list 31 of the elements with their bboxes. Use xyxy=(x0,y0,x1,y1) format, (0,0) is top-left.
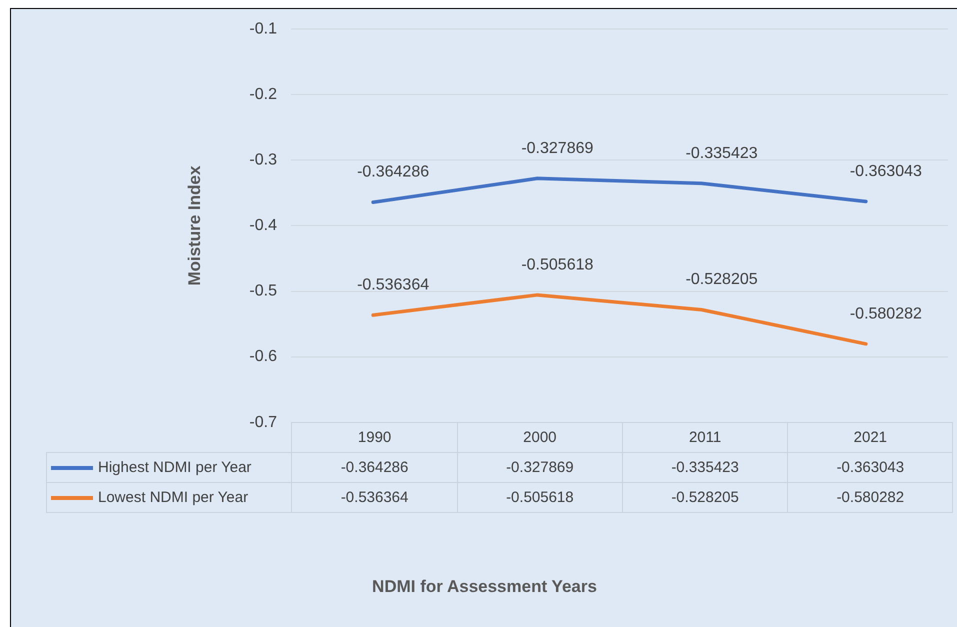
y-tick-label: -0.1 xyxy=(249,20,278,38)
data-label: -0.580282 xyxy=(788,482,953,513)
annotation: -0.528205 xyxy=(686,271,758,288)
y-tick-label: -0.6 xyxy=(249,348,278,366)
data-label: -0.364286 xyxy=(292,452,458,483)
legend-label: Lowest NDMI per Year xyxy=(46,482,292,513)
annotation: -0.536364 xyxy=(357,276,430,294)
y-tick-label: -0.5 xyxy=(249,282,278,300)
data-label: -0.363043 xyxy=(788,452,953,483)
annotation: -0.505618 xyxy=(521,256,594,274)
data-label: -0.536364 xyxy=(292,482,458,513)
y-tick-label: -0.7 xyxy=(249,414,278,431)
y-tick-label: -0.2 xyxy=(249,86,278,103)
annotation: -0.335423 xyxy=(686,144,758,162)
y-tick-label: -0.3 xyxy=(249,152,278,169)
y-axis-title: Moisture Index xyxy=(184,165,204,286)
x-tick-label: 2021 xyxy=(788,422,953,453)
data-label: -0.327869 xyxy=(457,452,622,483)
text: NDMI for Assessment Years xyxy=(371,577,598,597)
annotation: -0.364286 xyxy=(357,164,430,181)
annotation: -0.363043 xyxy=(850,162,922,180)
x-tick-label: 2011 xyxy=(622,422,788,453)
y-tick-label: -0.4 xyxy=(249,217,278,234)
annotation: -0.327869 xyxy=(521,140,594,157)
data-label: -0.335423 xyxy=(622,452,788,483)
x-tick-label: 1990 xyxy=(292,422,458,453)
annotation: -0.580282 xyxy=(850,305,922,322)
data-label: -0.505618 xyxy=(457,482,622,513)
legend-label: Highest NDMI per Year xyxy=(46,452,292,483)
data-label: -0.528205 xyxy=(622,482,788,513)
x-tick-label: 2000 xyxy=(457,422,622,453)
